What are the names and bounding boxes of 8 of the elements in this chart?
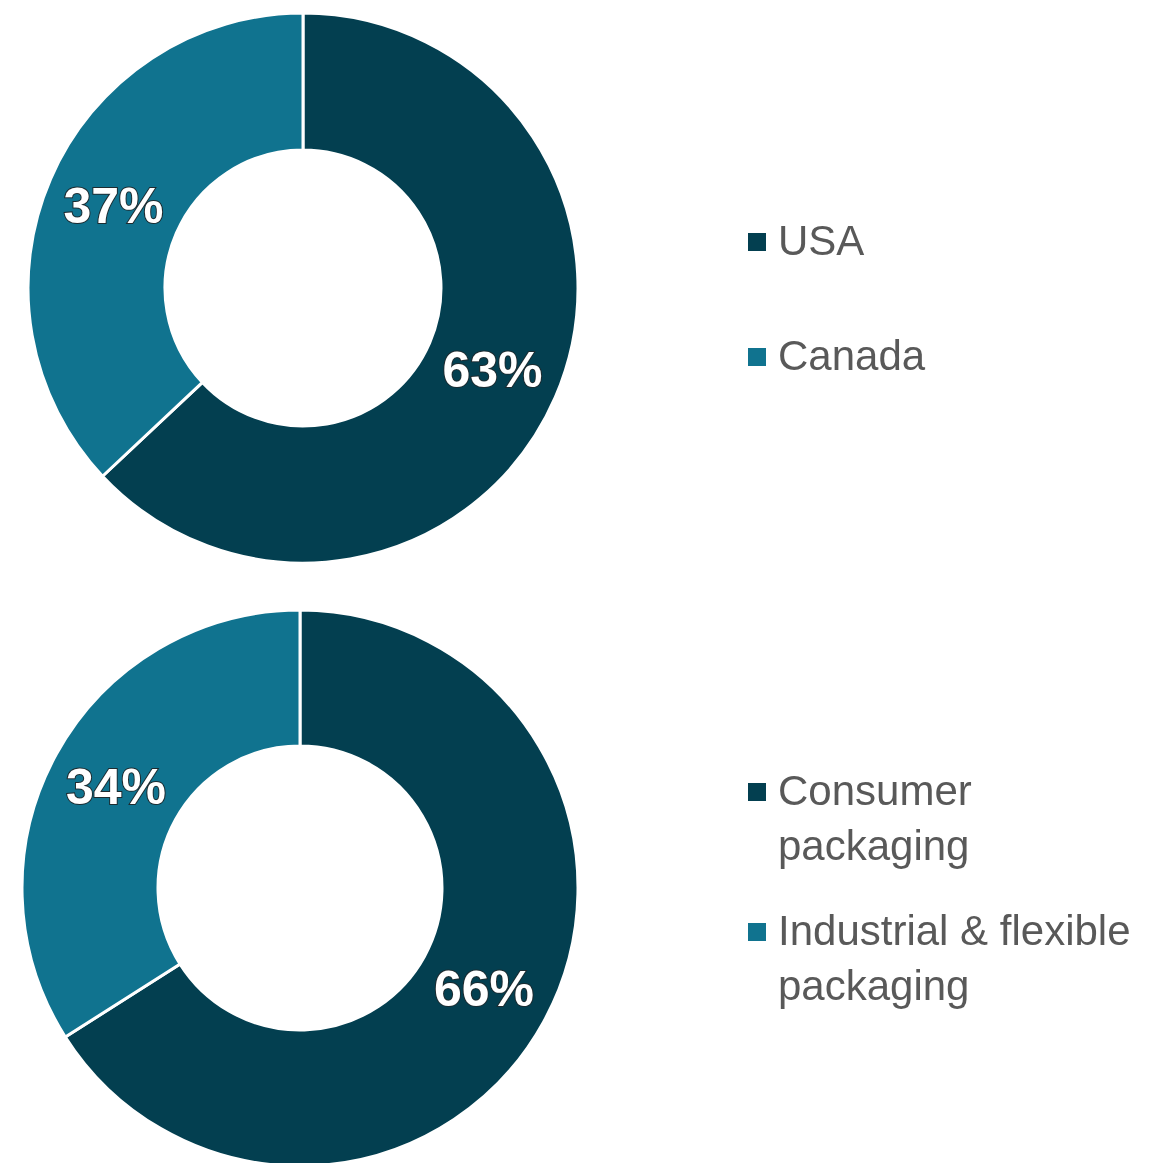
data-label: 63% bbox=[442, 342, 543, 399]
data-label: 37% bbox=[63, 177, 164, 234]
data-label: 34% bbox=[65, 758, 167, 815]
legend-label: Industrial & flexible packaging bbox=[778, 906, 1132, 1011]
data-label: 66% bbox=[433, 961, 535, 1018]
legend-label: Canada bbox=[778, 331, 926, 381]
legend-label: Consumer packaging bbox=[778, 766, 973, 871]
legend-label: USA bbox=[778, 216, 865, 266]
